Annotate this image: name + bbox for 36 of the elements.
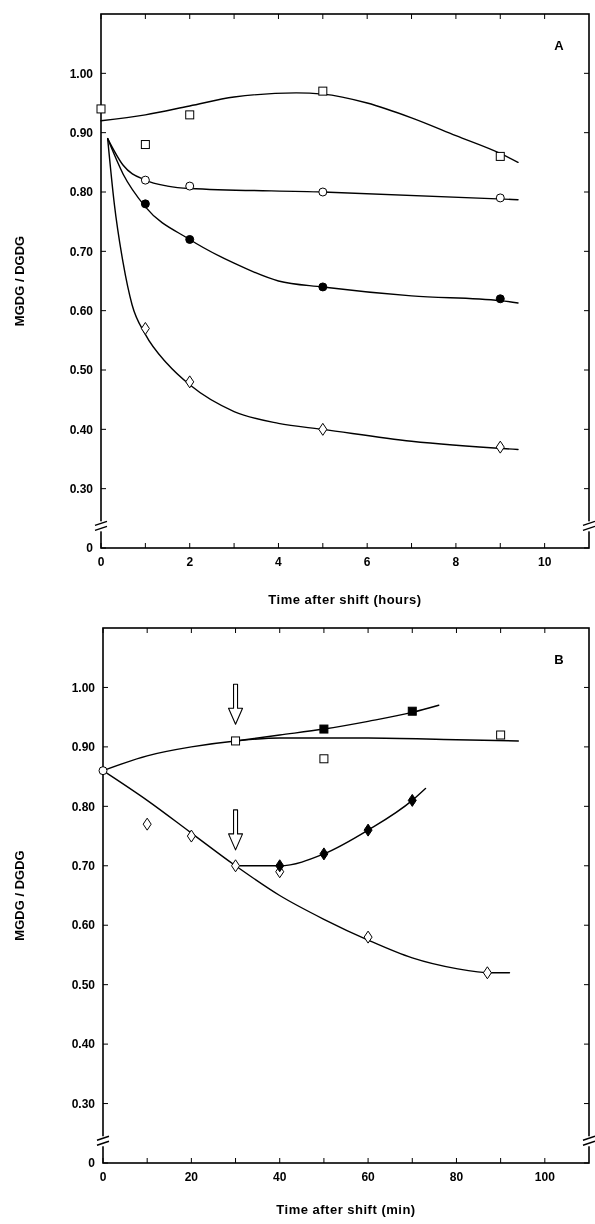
y-tick-label: 0.30	[71, 1096, 96, 1111]
y-axis-title: MGDG / DGDG	[12, 235, 27, 327]
x-tick-label: 2	[186, 555, 194, 569]
x-tick-label: 6	[363, 555, 371, 569]
y-tick-label: 0	[88, 1156, 96, 1171]
y-tick-label: 0.80	[69, 185, 94, 200]
annotation: A	[554, 38, 565, 53]
x-tick-label: 80	[449, 1170, 464, 1184]
x-tick-label: 40	[273, 1170, 287, 1184]
y-tick-label: 1.00	[69, 66, 94, 81]
x-tick-label: 0	[99, 1170, 107, 1184]
y-tick-label: 0.30	[69, 481, 94, 496]
y-tick-label: 0.90	[71, 740, 96, 755]
x-tick-label: 60	[361, 1170, 376, 1184]
y-tick-label: 0.40	[69, 422, 94, 437]
y-tick-label: 0.50	[69, 363, 94, 378]
x-tick-label: 100	[534, 1170, 556, 1184]
x-tick-label: 10	[537, 555, 552, 569]
x-tick-label: 8	[452, 555, 460, 569]
x-tick-label: 20	[184, 1170, 199, 1184]
y-tick-label: 1.00	[71, 680, 96, 695]
y-tick-label: 0.60	[69, 303, 94, 318]
x-tick-label: 0	[97, 555, 105, 569]
y-tick-label: 0.80	[71, 799, 96, 814]
y-tick-label: 0.70	[71, 858, 96, 873]
y-tick-label: 0.90	[69, 125, 94, 140]
y-tick-label: 0.60	[71, 918, 96, 933]
y-tick-label: 0.70	[69, 244, 94, 259]
annotation: B	[554, 652, 564, 667]
x-axis-title: Time after shift (min)	[276, 1202, 416, 1217]
y-axis-title: MGDG / DGDG	[12, 850, 27, 941]
y-tick-label: 0.40	[71, 1037, 96, 1052]
x-tick-label: 4	[275, 555, 283, 569]
x-axis-title: Time after shift (hours)	[268, 592, 422, 607]
y-tick-label: 0	[86, 541, 94, 556]
y-tick-label: 0.50	[71, 977, 96, 992]
